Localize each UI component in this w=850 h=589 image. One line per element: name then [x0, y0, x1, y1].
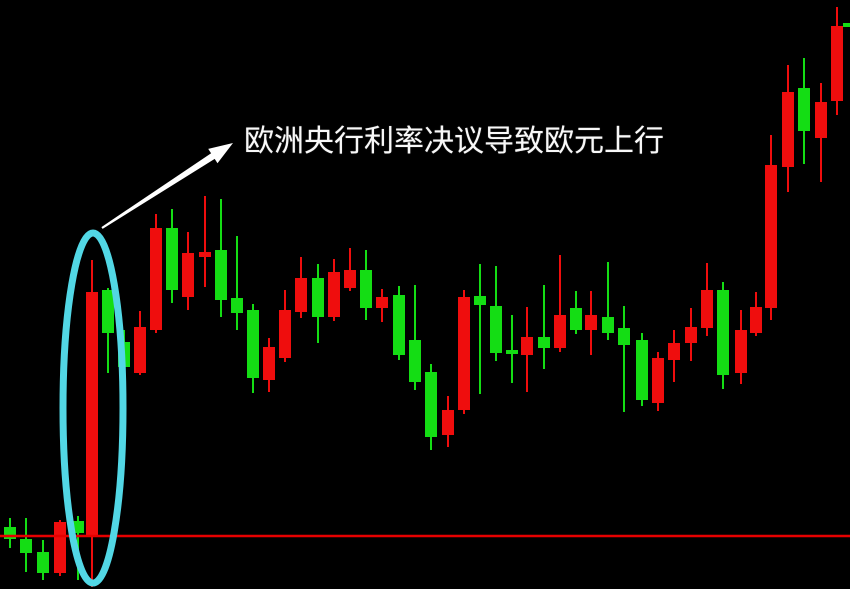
candle-body [798, 88, 810, 131]
candle-body [102, 290, 114, 333]
candle-body [490, 306, 502, 353]
candle-body [602, 317, 614, 333]
candle-body [295, 278, 307, 312]
candle-body [685, 327, 697, 343]
candle-body [328, 272, 340, 317]
candle-body [393, 295, 405, 355]
candle-body [37, 552, 49, 573]
candle-body [735, 330, 747, 373]
annotation-text: 欧洲央行利率决议导致欧元上行 [244, 125, 664, 158]
candle-body [409, 340, 421, 382]
candle-body [668, 343, 680, 360]
candle-body [231, 298, 243, 313]
candle-body [312, 278, 324, 317]
candle-body [376, 297, 388, 308]
candle-body [701, 290, 713, 328]
candle-body [782, 92, 794, 167]
candle-body [831, 26, 843, 101]
candle-body [521, 337, 533, 355]
candle-body [474, 296, 486, 305]
candle-body [344, 270, 356, 288]
candle-body [150, 228, 162, 330]
candle-body [585, 315, 597, 330]
candle-body [360, 270, 372, 308]
candle-body [199, 252, 211, 257]
candle-body [425, 372, 437, 437]
candle-body [134, 327, 146, 373]
candle-body [506, 350, 518, 354]
candle-body [182, 253, 194, 297]
candle-body [247, 310, 259, 378]
candle-body [215, 250, 227, 300]
candle-body [618, 328, 630, 345]
annotation-arrow-head [208, 143, 233, 164]
candle-body [442, 410, 454, 435]
candle-body [54, 522, 66, 573]
highlight-ellipse [59, 229, 127, 587]
candle-body [538, 337, 550, 348]
candle-body [815, 102, 827, 138]
candle-body [717, 290, 729, 375]
candle-body [750, 307, 762, 333]
candle-body [166, 228, 178, 290]
candle-body [636, 340, 648, 400]
candle-body [279, 310, 291, 358]
candle-body [652, 358, 664, 403]
annotation-arrow-shaft [101, 150, 219, 229]
candle-body [570, 308, 582, 330]
candle-body [458, 297, 470, 410]
candle-body [554, 315, 566, 348]
candle-body [765, 165, 777, 308]
candle-body [86, 292, 98, 535]
candle-body [20, 539, 32, 553]
candle-body [263, 347, 275, 380]
candle-body [843, 23, 850, 27]
